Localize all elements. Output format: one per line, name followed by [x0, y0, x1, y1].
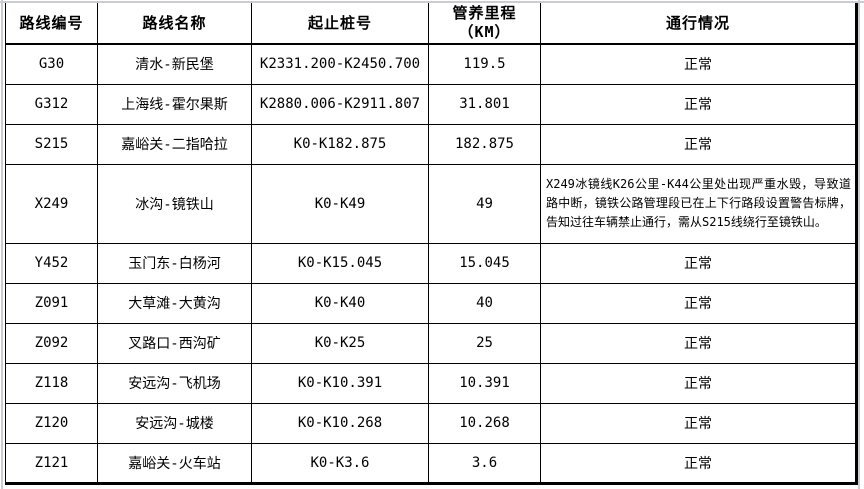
cell-stakes: K0-K49 [251, 163, 429, 244]
cell-stakes: K0-K182.875 [251, 123, 429, 165]
cell-status: 正常 [540, 123, 857, 165]
cell-mileage: 49 [428, 163, 541, 244]
cell-code: Z092 [5, 322, 98, 364]
cell-code: Z121 [5, 442, 98, 484]
cell-status: 正常 [540, 322, 857, 364]
cell-name: 安远沟-飞机场 [97, 362, 252, 404]
table-row: Z091 大草滩-大黄沟 K0-K40 40 正常 [5, 282, 857, 324]
cell-status: 正常 [540, 282, 857, 324]
cell-stakes: K2880.006-K2911.807 [251, 83, 429, 125]
cell-stakes: K0-K3.6 [251, 442, 429, 484]
table-row: Z121 嘉峪关-火车站 K0-K3.6 3.6 正常 [5, 442, 857, 484]
gridline-top [0, 1, 864, 3]
cell-stakes: K0-K40 [251, 282, 429, 324]
cell-stakes: K0-K10.391 [251, 362, 429, 404]
cell-status: 正常 [540, 83, 857, 125]
cell-code: Y452 [5, 242, 98, 284]
cell-status: 正常 [540, 442, 857, 484]
cell-mileage: 10.268 [428, 402, 541, 444]
cell-name: 安远沟-城楼 [97, 402, 252, 444]
cell-status: X249冰镜线K26公里-K44公里处出现严重水毁，导致道路中断，镜铁公路管理段… [540, 163, 857, 244]
cell-mileage: 40 [428, 282, 541, 324]
table-row: S215 嘉峪关-二指哈拉 K0-K182.875 182.875 正常 [5, 123, 857, 165]
table-row: Z118 安远沟-飞机场 K0-K10.391 10.391 正常 [5, 362, 857, 404]
cell-stakes: K2331.200-K2450.700 [251, 43, 429, 85]
cell-code: G30 [5, 43, 98, 85]
cell-mileage: 3.6 [428, 442, 541, 484]
cell-mileage: 10.391 [428, 362, 541, 404]
cell-stakes: K0-K25 [251, 322, 429, 364]
cell-mileage: 25 [428, 322, 541, 364]
cell-name: 嘉峪关-二指哈拉 [97, 123, 252, 165]
cell-code: S215 [5, 123, 98, 165]
column-header-traffic-status: 通行情况 [540, 3, 857, 45]
cell-mileage: 119.5 [428, 43, 541, 85]
cell-code: Z091 [5, 282, 98, 324]
cell-status: 正常 [540, 402, 857, 444]
table-row: Y452 玉门东-白杨河 K0-K15.045 15.045 正常 [5, 242, 857, 284]
cell-mileage: 15.045 [428, 242, 541, 284]
table-body: G30 清水-新民堡 K2331.200-K2450.700 119.5 正常 G312 上… [5, 43, 857, 484]
table-row: Z120 安远沟-城楼 K0-K10.268 10.268 正常 [5, 402, 857, 444]
cell-name: 叉路口-西沟矿 [97, 322, 252, 364]
cell-code: G312 [5, 83, 98, 125]
table-row: G312 上海线-霍尔果斯 K2880.006-K2911.807 31.801 正常 [5, 83, 857, 125]
header-row: 路线编号 路线名称 起止桩号 管养里程 （KM） 通行情况 [5, 3, 857, 45]
cell-status: 正常 [540, 242, 857, 284]
cell-code: Z118 [5, 362, 98, 404]
gridline-left [1, 0, 3, 489]
cell-stakes: K0-K15.045 [251, 242, 429, 284]
column-header-route-code: 路线编号 [5, 3, 98, 45]
cell-mileage: 31.801 [428, 83, 541, 125]
table-row: G30 清水-新民堡 K2331.200-K2450.700 119.5 正常 [5, 43, 857, 85]
table-row: X249 冰沟-镜铁山 K0-K49 49 X249冰镜线K26公里-K44公里处出现严… [5, 163, 857, 244]
column-header-route-name: 路线名称 [97, 3, 252, 45]
cell-code: X249 [5, 163, 98, 244]
cell-mileage: 182.875 [428, 123, 541, 165]
column-header-mileage-km: 管养里程 （KM） [428, 3, 541, 45]
cell-code: Z120 [5, 402, 98, 444]
table-row: Z092 叉路口-西沟矿 K0-K25 25 正常 [5, 322, 857, 364]
cell-name: 玉门东-白杨河 [97, 242, 252, 284]
cell-status: 正常 [540, 362, 857, 404]
cell-name: 上海线-霍尔果斯 [97, 83, 252, 125]
column-header-stake-range: 起止桩号 [251, 3, 429, 45]
road-status-table: 路线编号 路线名称 起止桩号 管养里程 （KM） 通行情况 G30 清水-新民堡 K… [5, 3, 858, 485]
cell-name: 冰沟-镜铁山 [97, 163, 252, 244]
cell-status: 正常 [540, 43, 857, 85]
cell-name: 大草滩-大黄沟 [97, 282, 252, 324]
cell-stakes: K0-K10.268 [251, 402, 429, 444]
gridline-right [858, 0, 860, 489]
cell-name: 清水-新民堡 [97, 43, 252, 85]
cell-name: 嘉峪关-火车站 [97, 442, 252, 484]
